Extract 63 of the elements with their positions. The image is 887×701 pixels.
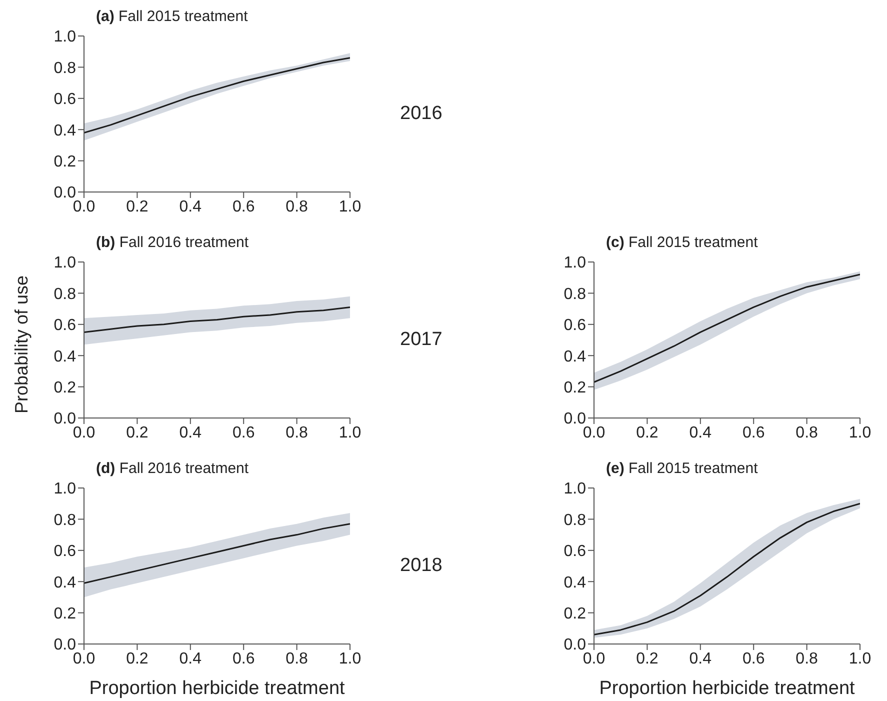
x-tick-label: 0.4 (689, 424, 712, 442)
x-tick-label: 0.8 (796, 424, 818, 442)
x-tick-label: 1.0 (338, 650, 362, 668)
x-tick-label: 1.0 (338, 424, 362, 442)
x-tick-label: 0.2 (126, 198, 148, 216)
x-tick-label: 0.8 (796, 650, 818, 668)
chart-title: (c) Fall 2015 treatment (606, 234, 758, 251)
chart-title: (b) Fall 2016 treatment (96, 234, 249, 251)
y-tick-label: 1.0 (54, 480, 76, 498)
y-tick-label: 0.2 (564, 379, 586, 396)
text: 2017 (400, 329, 442, 351)
x-tick-label: 0.6 (232, 424, 255, 442)
x-tick-label: 0.4 (179, 424, 202, 442)
y-tick-label: 0.2 (54, 153, 76, 170)
x-tick-label: 0.4 (179, 650, 202, 668)
y-tick-label: 0.6 (54, 91, 76, 108)
y-tick-label: 1.0 (54, 28, 76, 46)
y-tick-label: 0.2 (54, 379, 76, 396)
x-tick-label: 0.2 (126, 650, 148, 668)
y-tick-label: 0.2 (54, 605, 76, 622)
x-tick-label: 0.6 (232, 650, 255, 668)
y-tick-label: 1.0 (54, 254, 76, 272)
y-tick-label: 0.6 (564, 317, 586, 334)
x-tick-label: 1.0 (848, 650, 872, 668)
x-tick-label: 0.2 (126, 424, 148, 442)
y-tick-label: 0.2 (564, 605, 586, 622)
y-tick-label: 0.8 (54, 60, 76, 77)
x-tick-label: 0.2 (636, 650, 658, 668)
x-tick-label: 1.0 (338, 198, 362, 216)
x-tick-label: 0.8 (286, 650, 308, 668)
x-tick-label: 1.0 (848, 424, 872, 442)
chart-title: (d) Fall 2016 treatment (96, 460, 249, 477)
y-tick-label: 0.8 (54, 512, 76, 529)
y-tick-label: 0.6 (54, 543, 76, 560)
y-tick-label: 0.4 (564, 348, 586, 366)
y-tick-label: 0.4 (564, 574, 586, 592)
y-tick-label: 0.8 (564, 512, 586, 529)
x-tick-label: 0.6 (742, 650, 765, 668)
x-tick-label: 0.8 (286, 198, 308, 216)
x-tick-label: 0.4 (689, 650, 712, 668)
x-tick-label: 0.2 (636, 424, 658, 442)
chart-title: (e) Fall 2015 treatment (606, 460, 758, 477)
y-tick-label: 0.4 (54, 348, 76, 366)
chart-title: (a) Fall 2015 treatment (96, 8, 248, 25)
x-axis-title: Proportion herbicide treatment (599, 678, 856, 699)
y-tick-label: 0.8 (54, 286, 76, 303)
y-tick-label: 0.6 (54, 317, 76, 334)
text: 2018 (400, 555, 442, 577)
y-tick-label: 1.0 (564, 254, 586, 272)
y-tick-label: 0.4 (54, 574, 76, 592)
x-tick-label: 0.6 (742, 424, 765, 442)
y-tick-label: 0.6 (564, 543, 586, 560)
x-axis-title: Proportion herbicide treatment (89, 678, 346, 699)
y-axis-title: Probability of use (12, 274, 32, 414)
y-tick-label: 1.0 (564, 480, 586, 498)
x-tick-label: 0.4 (179, 198, 202, 216)
x-tick-label: 0.6 (232, 198, 255, 216)
line-series (84, 523, 350, 584)
y-tick-label: 0.4 (54, 122, 76, 140)
x-tick-label: 0.8 (286, 424, 308, 442)
line-series (84, 306, 350, 333)
text: 2016 (400, 103, 442, 125)
y-tick-label: 0.8 (564, 286, 586, 303)
